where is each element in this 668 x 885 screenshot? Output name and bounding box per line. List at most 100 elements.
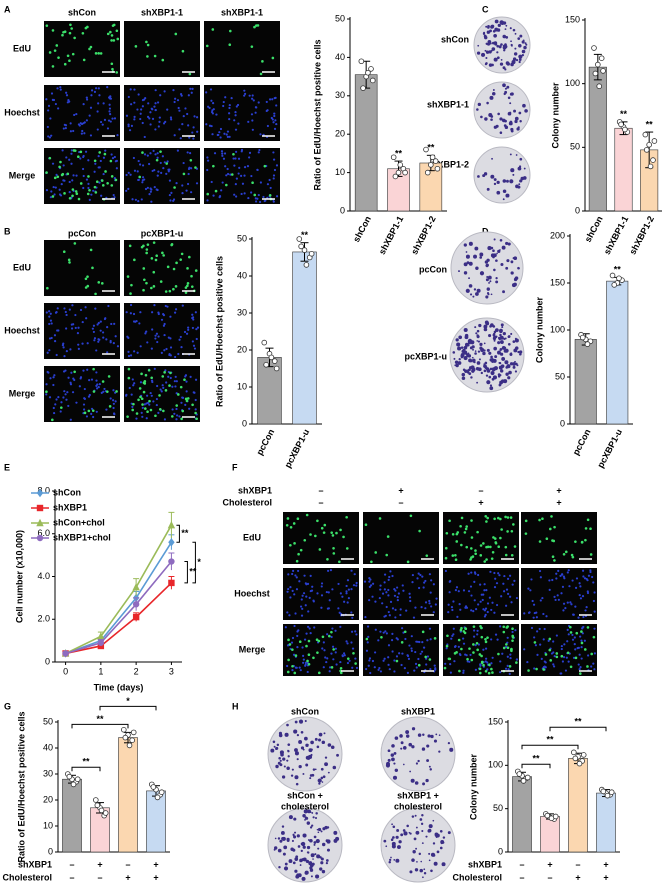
nucleus bbox=[188, 166, 191, 169]
comparison-bracket bbox=[99, 705, 157, 711]
nucleus bbox=[286, 664, 289, 668]
nucleus bbox=[539, 576, 542, 579]
nucleus bbox=[45, 98, 48, 101]
colony bbox=[490, 355, 493, 359]
nucleus bbox=[355, 633, 358, 636]
image-background bbox=[124, 85, 200, 141]
edu-cell bbox=[100, 282, 104, 285]
colony bbox=[464, 342, 469, 347]
edu-cell bbox=[58, 165, 61, 169]
colony bbox=[298, 719, 304, 724]
nucleus bbox=[48, 337, 52, 340]
nucleus bbox=[221, 181, 224, 184]
edu-cell bbox=[68, 59, 71, 62]
colony bbox=[275, 746, 279, 750]
edu-cell bbox=[56, 175, 60, 179]
colony bbox=[515, 154, 518, 156]
nucleus bbox=[244, 92, 247, 95]
comparison-bracket bbox=[184, 561, 188, 584]
edu-cell bbox=[352, 652, 355, 655]
nucleus bbox=[307, 610, 310, 613]
nucleus bbox=[405, 609, 408, 612]
micrograph bbox=[124, 240, 200, 296]
edu-cell bbox=[309, 533, 312, 536]
nucleus bbox=[191, 87, 194, 90]
colony bbox=[499, 249, 501, 251]
edu-cell bbox=[354, 662, 357, 665]
nucleus bbox=[490, 608, 493, 612]
data-point bbox=[600, 788, 607, 795]
nucleus bbox=[139, 112, 142, 115]
colony bbox=[477, 102, 481, 107]
edu-cell bbox=[478, 667, 482, 671]
nucleus bbox=[103, 118, 107, 121]
nucleus bbox=[434, 667, 437, 670]
colony bbox=[412, 850, 416, 854]
edu-cell bbox=[86, 192, 90, 196]
colony bbox=[427, 734, 431, 738]
nucleus bbox=[107, 304, 110, 308]
nucleus bbox=[327, 591, 330, 594]
nucleus bbox=[309, 574, 312, 577]
edu-cell bbox=[140, 372, 143, 376]
edu-cell bbox=[138, 387, 142, 390]
nucleus bbox=[85, 96, 88, 99]
colony bbox=[492, 333, 496, 337]
colony bbox=[398, 840, 402, 844]
nucleus bbox=[296, 634, 299, 638]
nucleus bbox=[62, 370, 66, 373]
nucleus bbox=[553, 665, 556, 668]
row-label: Hoechst bbox=[4, 107, 40, 117]
y-axis-label: Colony number bbox=[534, 297, 544, 363]
nucleus bbox=[350, 611, 353, 614]
colony bbox=[317, 827, 322, 832]
nucleus bbox=[237, 172, 240, 175]
nucleus bbox=[50, 322, 53, 325]
nucleus bbox=[49, 312, 52, 315]
nucleus bbox=[287, 573, 290, 576]
nucleus bbox=[575, 577, 579, 580]
y-tick-label: 30 bbox=[335, 90, 345, 100]
data-point bbox=[273, 365, 280, 372]
edu-cell bbox=[346, 657, 350, 660]
nucleus bbox=[583, 639, 586, 642]
nucleus bbox=[53, 411, 56, 415]
nucleus bbox=[64, 393, 67, 396]
edu-cell bbox=[403, 630, 407, 634]
edu-cell bbox=[508, 665, 512, 668]
significance-label: ** bbox=[614, 265, 622, 275]
comparison-bracket bbox=[549, 726, 607, 732]
nucleus bbox=[328, 666, 332, 669]
nucleus bbox=[383, 573, 387, 576]
edu-cell bbox=[145, 251, 148, 255]
nucleus bbox=[393, 659, 396, 662]
colony bbox=[391, 841, 396, 846]
nucleus bbox=[143, 135, 146, 139]
colony bbox=[491, 157, 493, 160]
bar bbox=[512, 776, 532, 853]
colony bbox=[514, 337, 518, 340]
edu-cell bbox=[164, 290, 168, 293]
nucleus bbox=[582, 575, 585, 578]
nucleus bbox=[99, 159, 102, 163]
nucleus bbox=[85, 98, 89, 101]
colony bbox=[515, 349, 517, 352]
edu-cell bbox=[562, 552, 566, 556]
edu-cell bbox=[551, 555, 555, 558]
nucleus bbox=[368, 659, 371, 662]
nucleus bbox=[133, 101, 136, 104]
data-point bbox=[358, 58, 365, 65]
nucleus bbox=[394, 608, 397, 611]
colony bbox=[499, 380, 503, 385]
edu-cell bbox=[74, 190, 78, 193]
nucleus bbox=[397, 592, 400, 595]
edu-cell bbox=[479, 554, 483, 557]
colony bbox=[420, 860, 423, 863]
nucleus bbox=[68, 191, 71, 194]
nucleus bbox=[106, 127, 110, 130]
nucleus bbox=[561, 585, 565, 588]
nucleus bbox=[368, 585, 371, 588]
nucleus bbox=[544, 666, 547, 669]
bar bbox=[118, 737, 138, 853]
nucleus bbox=[592, 599, 596, 603]
